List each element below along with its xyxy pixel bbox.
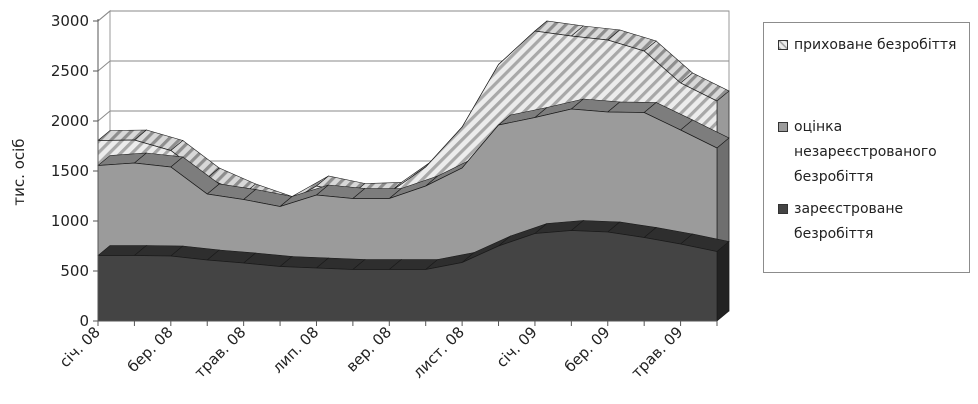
y-tick-labels: 0 500 1000 1500 2000 2500 3000: [51, 12, 89, 330]
y-axis-label: тис. осіб: [10, 138, 28, 205]
x-tick-label: бер. 08: [124, 323, 177, 376]
series-0-side-face: [716, 240, 730, 322]
y-tick-label: 1000: [51, 212, 89, 230]
x-tick-label: січ. 08: [56, 323, 104, 371]
y-tick-label: 3000: [51, 12, 89, 30]
x-tick-label: лист. 08: [409, 323, 468, 382]
y-tick-label: 1500: [51, 162, 89, 180]
legend-entry-registered: зареєстроване безробіття: [778, 197, 970, 247]
data-areas: [97, 20, 730, 322]
y-tick-label: 2000: [51, 112, 89, 130]
x-tick-label: бер. 09: [561, 323, 614, 376]
legend-swatch-unregistered: [778, 122, 788, 132]
legend-label-unregistered: оцінка незареєстрованого безробіття: [794, 119, 937, 185]
legend-label-registered: зареєстроване безробіття: [794, 201, 904, 242]
legend-swatch-hidden: [778, 40, 788, 50]
x-tick-labels: січ. 08 бер. 08 трав. 08 лип. 08 вер. 08 лист…: [56, 323, 687, 382]
y-tick-label: 500: [60, 262, 89, 280]
legend-entry-unregistered: оцінка незареєстрованого безробіття: [778, 115, 970, 190]
series-0: [97, 220, 730, 322]
axes: [93, 19, 718, 326]
x-tick-label: трав. 09: [628, 323, 687, 382]
gridline-side: [97, 110, 111, 122]
y-tick-label: 2500: [51, 62, 89, 80]
x-tick-label: лип. 08: [269, 323, 323, 377]
x-tick-label: трав. 08: [191, 323, 250, 382]
series-1-side-face: [716, 137, 730, 253]
legend-label-hidden: приховане безробіття: [794, 37, 957, 53]
x-tick-label: січ. 09: [493, 323, 541, 371]
x-tick-label: вер. 08: [343, 323, 395, 375]
gridline-side: [97, 10, 111, 22]
legend-swatch-registered: [778, 204, 788, 214]
legend-entry-hidden: приховане безробіття: [778, 33, 970, 58]
y-tick-label: 0: [79, 312, 89, 330]
gridline-side: [97, 60, 111, 72]
legend: приховане безробіття оцінка незареєстров…: [763, 22, 970, 273]
